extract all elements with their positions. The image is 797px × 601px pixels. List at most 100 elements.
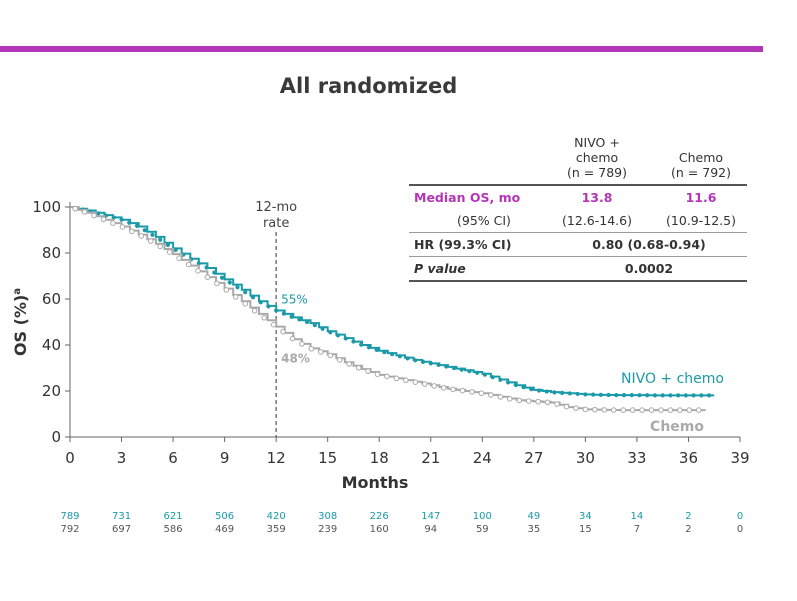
censor-mark-nivo-65 [575,391,580,397]
censor-mark-nivo-79 [683,393,688,398]
censor-mark-nivo-41 [390,352,395,357]
censor-mark-nivo-35 [343,336,348,341]
x-tick-label-9: 9 [220,449,230,467]
censor-mark-nivo-11 [158,237,163,242]
ci-label: (95% CI) [457,213,511,228]
censor-mark-chemo-33 [384,373,390,380]
at-risk-nivo-0: 789 [60,511,79,522]
censor-mark-nivo-55 [498,377,503,382]
censor-mark-nivo-69 [606,392,611,398]
censor-mark-nivo-59 [529,387,534,392]
censor-mark-chemo-16 [223,287,230,293]
censor-mark-nivo-12 [165,242,171,248]
censor-mark-nivo-13 [173,247,178,253]
censor-mark-chemo-54 [582,406,589,413]
censor-mark-nivo-39 [374,347,379,352]
x-tick-label-3: 3 [117,449,127,467]
censor-mark-nivo-45 [420,359,426,364]
censor-mark-chemo-1 [81,209,88,215]
at-risk-nivo-30: 34 [579,511,592,522]
col-header-nivo-chemo: NIVO + chemo (n = 789) [551,135,643,180]
x-axis-title: Months [342,473,409,492]
censor-mark-nivo-77 [668,393,673,398]
censor-mark-nivo-52 [475,370,480,375]
censor-mark-chemo-43 [478,390,485,396]
col-header-chemo-line2: (n = 792) [671,165,731,180]
censor-mark-chemo-48 [525,398,532,404]
censor-mark-chemo-6 [129,228,135,235]
censor-mark-chemo-28 [336,357,343,363]
censor-mark-chemo-22 [280,328,286,335]
censor-mark-nivo-31 [312,323,317,328]
censor-mark-chemo-20 [261,314,267,321]
censor-mark-chemo-27 [327,352,334,359]
censor-mark-chemo-10 [166,249,173,255]
table-bottom-rule [409,280,747,282]
censor-mark-nivo-60 [536,388,542,393]
hr-label: HR (99.3% CI) [414,237,512,252]
censor-mark-nivo-16 [196,261,201,266]
censor-mark-nivo-73 [637,393,642,398]
y-tick-label-20: 20 [42,382,61,400]
series-label-chemo: Chemo [650,419,704,435]
censor-mark-nivo-32 [320,326,325,331]
at-risk-chemo-3: 697 [112,524,131,535]
censor-mark-nivo-67 [591,392,596,397]
ci-nivo: (12.6-14.6) [562,213,632,228]
censor-mark-chemo-31 [365,368,371,374]
censor-mark-chemo-62 [658,407,664,413]
at-risk-nivo-18: 226 [370,511,389,522]
censor-mark-chemo-21 [270,321,277,328]
censor-mark-nivo-70 [614,392,619,398]
x-tick-label-27: 27 [524,449,543,467]
at-risk-nivo-3: 731 [112,511,131,522]
censor-mark-chemo-39 [440,385,447,391]
censor-mark-chemo-5 [119,224,126,230]
censor-mark-nivo-71 [621,393,627,398]
censor-mark-nivo-44 [413,358,418,363]
censor-mark-nivo-24 [258,300,263,305]
censor-mark-chemo-59 [629,407,636,413]
x-tick-label-15: 15 [318,449,337,467]
censor-mark-chemo-44 [488,392,494,398]
censor-mark-nivo-58 [521,384,526,390]
series-line-nivo-chemo [70,206,715,397]
censor-mark-chemo-66 [695,407,702,413]
censor-mark-nivo-80 [691,393,696,398]
censor-mark-chemo-49 [535,398,541,405]
censor-mark-chemo-60 [639,407,645,413]
censor-mark-nivo-74 [645,393,650,398]
censor-mark-nivo-72 [629,393,634,398]
censor-mark-nivo-54 [490,375,495,380]
x-tick-label-39: 39 [730,449,749,467]
censor-mark-chemo-0 [72,205,78,212]
at-risk-nivo-27: 49 [527,511,540,522]
censor-mark-chemo-65 [686,407,693,413]
censor-mark-nivo-30 [304,319,310,325]
censor-mark-chemo-41 [459,387,466,394]
y-tick-label-0: 0 [51,428,61,446]
x-tick-label-33: 33 [627,449,646,467]
at-risk-nivo-15: 308 [318,511,337,522]
at-risk-chemo-39: 0 [737,524,743,535]
at-risk-chemo-27: 35 [527,524,540,535]
censor-mark-nivo-33 [328,330,333,335]
censor-mark-nivo-23 [250,295,256,300]
censor-mark-nivo-26 [274,308,279,313]
censor-mark-chemo-52 [563,403,570,410]
censor-mark-chemo-47 [516,397,523,404]
censor-mark-chemo-14 [204,274,211,280]
at-risk-nivo-33: 14 [631,511,644,522]
censor-mark-nivo-47 [436,362,441,368]
censor-mark-chemo-37 [421,381,428,387]
censor-mark-nivo-27 [281,311,286,316]
at-risk-chemo-9: 469 [215,524,234,535]
page-title: All randomized [279,74,458,98]
censor-mark-nivo-50 [459,367,464,372]
at-risk-nivo-36: 2 [685,511,691,522]
censor-mark-nivo-49 [451,365,457,371]
censor-mark-nivo-81 [699,393,704,398]
censor-mark-chemo-7 [138,233,145,239]
table-row-ci: (95% CI) (12.6-14.6) (10.9-12.5) [409,209,747,232]
censor-mark-nivo-22 [243,290,248,295]
